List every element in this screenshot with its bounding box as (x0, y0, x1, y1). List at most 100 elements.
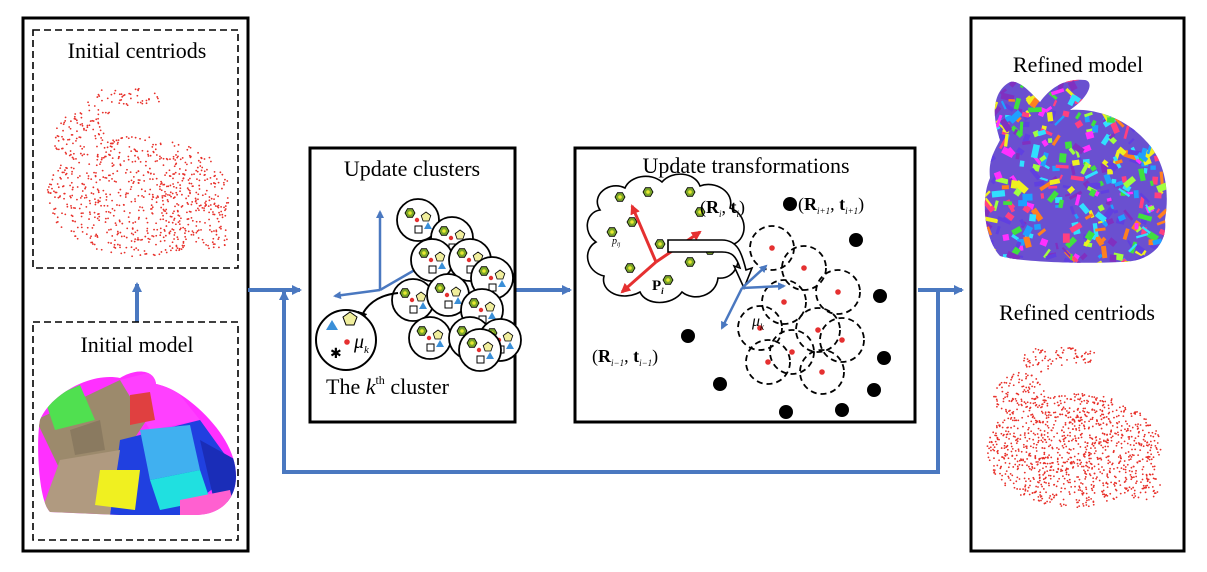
centroid-point (1013, 425, 1016, 428)
centroid-point (1085, 448, 1088, 451)
centroid-point (157, 196, 159, 198)
centroid-point (1103, 495, 1106, 498)
centroid-point (1124, 468, 1127, 471)
centroid-point (1044, 502, 1047, 504)
centroid-point (1056, 480, 1059, 483)
centroid-point (75, 137, 78, 140)
centroid-point (177, 204, 180, 206)
transform-hollow-arrow (667, 239, 754, 291)
centroid-point (1032, 446, 1035, 449)
centroid-point (1028, 454, 1030, 457)
centroid-point (1001, 456, 1004, 458)
centroid-point (1139, 491, 1142, 494)
centroid-point (1085, 351, 1087, 354)
centroid-point (992, 448, 994, 451)
centroid-point (1129, 454, 1132, 457)
centroid-point (1004, 396, 1007, 399)
centroid-point (1155, 446, 1158, 449)
centroid-point (112, 214, 115, 217)
pentagon-point-icon (472, 251, 484, 262)
centroid-point (1101, 466, 1103, 468)
centroid-point (62, 129, 64, 132)
centroid-point (72, 186, 74, 189)
centroid-point (145, 99, 148, 102)
centroid-point (1159, 448, 1162, 451)
centroid-point (61, 212, 63, 215)
centroid-point (1048, 484, 1050, 487)
centroid-point (97, 189, 100, 192)
centroid-point (1058, 356, 1061, 359)
centroid-point (1000, 432, 1003, 435)
centroid-point (1078, 485, 1081, 488)
centroid-point (119, 164, 122, 167)
centroid-point (1080, 482, 1082, 484)
centroid-point (1062, 498, 1065, 501)
centroid-point (73, 117, 76, 120)
centroid-point (1069, 435, 1072, 437)
centroid-point (994, 473, 997, 475)
centroid-point (1104, 440, 1107, 443)
centroid-point (226, 238, 228, 241)
centroid-point (56, 220, 59, 223)
centroid-point (110, 251, 113, 254)
centroid-point (996, 400, 999, 402)
centroid-point (1091, 416, 1094, 419)
centroid-point (1051, 360, 1054, 363)
centroid-point (1032, 415, 1035, 418)
centroid-point (1086, 411, 1089, 414)
centroid-point (1096, 419, 1098, 422)
centroid-point (172, 185, 175, 188)
centroid-point (172, 228, 175, 231)
centroid-point (1095, 450, 1097, 452)
centroid-point (1061, 444, 1064, 447)
centroid-point (139, 101, 142, 104)
centroid-point (1070, 485, 1073, 488)
centroid-point (99, 178, 101, 181)
centroid-point (1028, 365, 1031, 368)
centroid-point (994, 440, 997, 443)
centroid-point (1119, 454, 1122, 457)
centroid-point (992, 431, 995, 434)
centroid-point (76, 130, 78, 133)
centroid-point (205, 203, 207, 206)
centroid-point (1040, 495, 1043, 498)
centroid-point (1023, 354, 1026, 356)
centroid-point (1153, 439, 1156, 442)
centroid-point (189, 191, 191, 194)
centroid-point (1084, 441, 1087, 444)
centroid-point (1041, 412, 1044, 414)
centroid-point (1075, 416, 1078, 419)
centroid-point (1120, 436, 1123, 439)
centroid-point (191, 219, 194, 222)
centroid-point (127, 158, 130, 161)
centroid-point (1062, 406, 1065, 409)
centroid-point (213, 175, 216, 178)
centroid-point (1108, 420, 1111, 423)
centroid-point (128, 220, 131, 223)
centroid-point (1016, 460, 1019, 463)
centroid-point (169, 249, 172, 252)
centroid-point (1005, 410, 1008, 413)
centroid-point (1041, 421, 1044, 424)
centroid-point (1111, 410, 1114, 413)
centroid-point (76, 237, 79, 240)
centroid-point (89, 120, 92, 123)
centroid-point (172, 157, 175, 160)
centroid-point (208, 199, 211, 202)
centroid-point (1025, 422, 1028, 424)
centroid-point (169, 158, 171, 160)
centroid-point (105, 193, 107, 196)
centroid-point (1132, 454, 1135, 457)
centroid-point (1083, 399, 1086, 402)
centroid-point (1149, 424, 1152, 427)
centroid-point (191, 230, 194, 232)
centroid-point (1063, 431, 1065, 434)
centroid-point (1024, 390, 1027, 393)
centroid-point (1134, 495, 1137, 497)
centroid-point (1154, 444, 1157, 447)
centroid-point (1037, 461, 1039, 463)
centroid-point (1049, 462, 1051, 465)
centroid-point (78, 207, 81, 210)
centroid-point (106, 97, 109, 100)
centroid-point (151, 146, 154, 148)
